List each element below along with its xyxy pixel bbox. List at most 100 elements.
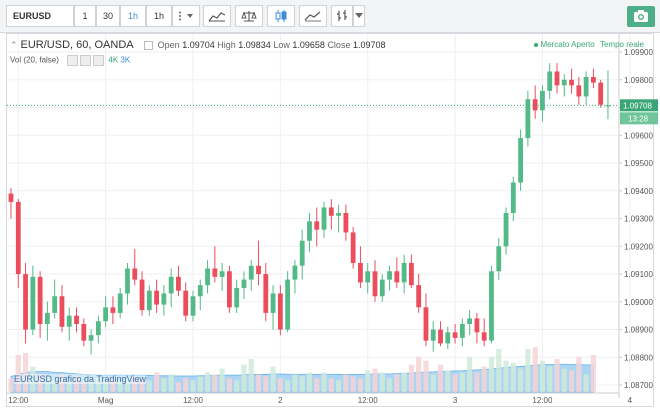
candle-body: [263, 274, 269, 313]
candle: [227, 265, 232, 313]
snapshot-button[interactable]: [627, 6, 655, 27]
volume-bar: [430, 374, 436, 392]
candle-body: [591, 77, 596, 83]
candle: [234, 279, 240, 313]
candle: [379, 274, 385, 302]
candle: [503, 207, 509, 255]
candle-body: [430, 329, 436, 341]
candle-body: [146, 290, 152, 311]
collapse-icon[interactable]: ⌃: [10, 40, 18, 50]
volume-bar: [590, 354, 596, 392]
more-intervals-button[interactable]: [172, 5, 200, 27]
volume-bar: [350, 376, 356, 392]
volume-bar: [314, 378, 320, 392]
chart-style-dropdown[interactable]: [353, 5, 365, 27]
settings-icon[interactable]: [80, 55, 92, 66]
y-tick-label: 1.08700: [624, 381, 653, 390]
candle: [591, 68, 596, 89]
candle: [292, 260, 298, 294]
candle: [139, 271, 145, 316]
candle: [336, 204, 341, 233]
x-tick-label: 12:00: [8, 396, 29, 405]
candle: [248, 260, 254, 291]
candle-body: [605, 105, 611, 107]
candle: [270, 285, 276, 330]
candle: [394, 257, 400, 288]
market-status-text: Mercato Aperto: [540, 40, 595, 49]
interval-1h-button[interactable]: 1h: [120, 5, 146, 27]
candle: [8, 188, 14, 219]
volume-bar: [467, 356, 473, 392]
volume-bar: [285, 380, 291, 392]
candle-body: [52, 296, 58, 313]
settings-square-icon[interactable]: [144, 41, 154, 51]
indicators-button[interactable]: [203, 5, 231, 27]
bars-style-button[interactable]: [331, 5, 353, 27]
candle: [154, 279, 159, 313]
interval-1-button[interactable]: 1: [74, 5, 96, 27]
candle-body: [81, 324, 87, 341]
eye-icon[interactable]: [67, 55, 79, 66]
volume-bar: [488, 356, 495, 392]
volume-bar: [554, 358, 560, 392]
candle: [452, 324, 458, 344]
x-tick-label: 4: [628, 396, 633, 405]
candle-body: [117, 293, 123, 313]
candle: [423, 293, 429, 347]
volume-bar: [496, 349, 502, 392]
candle: [547, 63, 553, 100]
candle-body: [299, 240, 305, 266]
candle-body: [292, 265, 298, 280]
candles-icon: [275, 10, 287, 22]
volume-bar: [8, 378, 14, 392]
volume-bar: [561, 368, 567, 392]
candle: [219, 262, 225, 291]
candle: [263, 262, 269, 322]
y-tick-label: 1.09100: [624, 270, 653, 279]
volume-bar: [532, 347, 538, 392]
close-icon[interactable]: [93, 55, 105, 66]
x-tick-label: Mag: [98, 396, 114, 405]
candle: [37, 271, 43, 338]
volume-bar: [576, 356, 582, 392]
candle: [459, 318, 465, 347]
interval-1h-button-2[interactable]: 1h: [146, 5, 172, 27]
candle: [605, 70, 611, 120]
volume-bar: [103, 380, 109, 392]
candle: [88, 329, 94, 355]
chevron-down-icon: [355, 13, 363, 18]
volume-bar: [357, 378, 364, 392]
candle: [74, 307, 79, 333]
candle-body: [481, 332, 487, 341]
candle-body: [328, 207, 334, 216]
compare-button[interactable]: [235, 5, 263, 27]
volume-value-b: 3K: [120, 55, 131, 65]
area-style-button[interactable]: [299, 5, 327, 27]
high-label: High: [217, 40, 236, 50]
candle: [569, 68, 574, 94]
volume-bar: [95, 376, 101, 392]
candle-body: [321, 207, 327, 230]
symbol-input[interactable]: EURUSD: [6, 5, 74, 27]
candle-body: [227, 271, 232, 308]
candle-body: [409, 262, 414, 286]
candle: [518, 129, 523, 191]
candle: [576, 77, 582, 105]
y-tick-label: 1.08800: [624, 353, 653, 362]
area-chart-icon: [304, 11, 321, 22]
volume-bar: [481, 366, 487, 392]
candle-body: [496, 246, 502, 272]
volume-bar: [146, 380, 152, 392]
x-tick-label: 3: [453, 396, 458, 405]
candle-body: [518, 138, 523, 183]
low-label: Low: [273, 40, 290, 50]
candle: [205, 260, 210, 294]
volume-bar: [190, 380, 196, 392]
volume-bar: [321, 372, 327, 392]
interval-30-button[interactable]: 30: [96, 5, 120, 27]
candle-body: [183, 290, 189, 316]
candle-body: [66, 315, 72, 327]
watermark[interactable]: EURUSD grafico da TradingView: [14, 374, 146, 384]
candles-style-button[interactable]: [267, 5, 295, 27]
